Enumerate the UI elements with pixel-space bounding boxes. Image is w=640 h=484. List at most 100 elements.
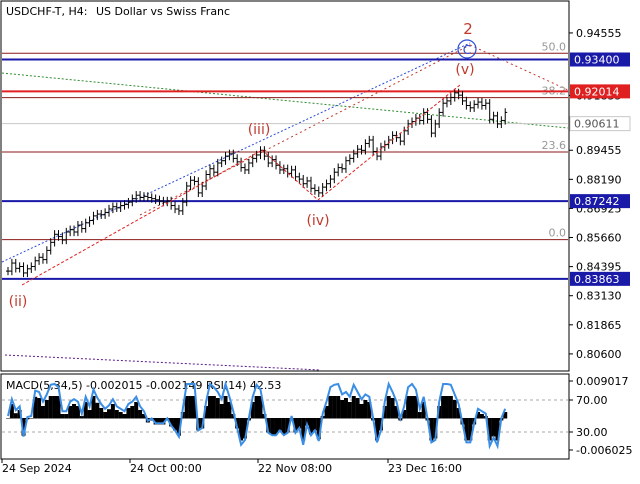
- macd-histogram-bar: [126, 408, 131, 419]
- macd-histogram-bar: [351, 396, 356, 419]
- macd-histogram-bar: [68, 406, 73, 419]
- wave-connector: [21, 84, 461, 286]
- wave-c-circle: [457, 39, 477, 59]
- level-price-tag-label: 0.92014: [574, 85, 620, 98]
- macd-histogram-bar: [336, 396, 341, 419]
- macd-histogram-bar: [328, 396, 333, 419]
- macd-histogram-bar: [456, 408, 461, 419]
- macd-histogram-bar: [375, 418, 380, 441]
- macd-histogram-bar: [188, 396, 193, 419]
- macd-histogram-bar: [437, 406, 442, 419]
- macd-histogram-bar: [258, 396, 263, 419]
- price-tick-label: 0.84395: [576, 261, 622, 274]
- time-tick-label: 24 Oct 00:00: [130, 462, 202, 475]
- macd-histogram-bar: [340, 400, 345, 419]
- macd-histogram-bar: [235, 418, 240, 429]
- macd-histogram-bar: [37, 398, 42, 419]
- macd-histogram-bar: [476, 412, 481, 419]
- level-price-tag-label: 0.87242: [574, 195, 620, 208]
- macd-histogram-bar: [52, 396, 57, 419]
- macd-histogram-bar: [134, 402, 139, 419]
- time-tick-label: 23 Dec 16:00: [388, 462, 462, 475]
- macd-histogram-bar: [386, 396, 391, 419]
- macd-histogram-bar: [48, 396, 53, 419]
- level-price-tag-label: 0.93400: [574, 54, 620, 67]
- macd-histogram-bar: [223, 396, 228, 419]
- macd-histogram-bar: [33, 396, 38, 419]
- macd-histogram-bar: [281, 418, 286, 435]
- macd-histogram-bar: [138, 410, 143, 419]
- macd-histogram-bar: [491, 418, 496, 437]
- fib-level-label: 0.0: [549, 227, 567, 240]
- price-tick-label: 0.85660: [576, 232, 622, 245]
- macd-histogram-bar: [103, 412, 108, 419]
- wave-label: (iii): [248, 122, 271, 138]
- current-price-tag: [569, 116, 631, 132]
- macd-histogram-bar: [95, 402, 100, 419]
- indicator-panel-frame: [0, 373, 570, 460]
- macd-histogram-bar: [355, 398, 360, 419]
- macd-histogram-bar: [215, 398, 220, 419]
- macd-histogram-bar: [332, 396, 337, 419]
- macd-histogram-bar: [72, 404, 77, 419]
- macd-histogram-bar: [161, 418, 166, 425]
- macd-histogram-bar: [192, 396, 197, 419]
- purple-trendline: [4, 354, 321, 371]
- macd-histogram-bar: [157, 418, 162, 425]
- macd-histogram-bar: [219, 404, 224, 419]
- macd-histogram-bar: [468, 418, 473, 441]
- macd-histogram-bar: [274, 418, 279, 435]
- macd-histogram-bar: [91, 396, 96, 419]
- macd-histogram-bar: [87, 410, 92, 419]
- level-price-tag: [570, 84, 630, 99]
- wave-label: 2: [463, 20, 473, 38]
- price-tick-label: 0.89455: [576, 144, 622, 157]
- chart-header: USDCHF-T, H4: US Dollar vs Swiss Franc: [6, 5, 230, 18]
- wave-label: (v): [455, 62, 474, 78]
- macd-histogram-bar: [29, 418, 34, 419]
- macd-histogram-bar: [13, 413, 18, 419]
- price-tick-label: 0.83130: [576, 290, 622, 303]
- rsi-line: [7, 380, 507, 450]
- macd-histogram-bar: [394, 406, 399, 419]
- fib-level-label: 23.6: [542, 139, 567, 152]
- macd-histogram-bar: [227, 402, 232, 419]
- macd-histogram-bar: [40, 406, 45, 419]
- indicator-label: MACD(5,34,5) -0.002015 -0.002149 RSI(14)…: [6, 379, 281, 392]
- macd-histogram-bar: [312, 418, 317, 431]
- macd-histogram-bar: [429, 418, 434, 441]
- macd-histogram-bar: [107, 409, 111, 419]
- level-price-tag: [570, 52, 630, 67]
- fib-level-label: 50.0: [542, 40, 567, 53]
- macd-histogram-bar: [204, 406, 209, 419]
- macd-histogram-bar: [169, 418, 174, 427]
- price-tick-label: 0.94555: [576, 27, 622, 40]
- level-price-tag: [570, 194, 630, 209]
- indicator-tick-label: 70.00: [576, 394, 608, 407]
- macd-histogram-bar: [452, 400, 457, 419]
- wave-label: C: [463, 43, 471, 57]
- macd-histogram-bar: [270, 418, 275, 435]
- symbol-label: USDCHF-T, H4:: [6, 5, 87, 18]
- time-tick-label: 24 Sep 2024: [2, 462, 72, 475]
- macd-histogram-bar: [9, 404, 14, 419]
- macd-histogram-bar: [110, 404, 115, 419]
- macd-histogram-bar: [382, 406, 387, 419]
- macd-histogram-bar: [297, 418, 302, 429]
- macd-histogram-bar: [390, 398, 395, 419]
- macd-histogram-bar: [433, 418, 438, 439]
- macd-histogram-bar: [208, 396, 212, 419]
- macd-histogram-bar: [495, 418, 500, 441]
- time-tick-label: 22 Nov 08:00: [258, 462, 332, 475]
- macd-histogram-bar: [479, 414, 484, 419]
- macd-histogram-bar: [343, 398, 348, 419]
- macd-histogram-bar: [406, 396, 411, 419]
- macd-histogram-bar: [402, 410, 407, 419]
- macd-histogram-bar: [6, 418, 10, 419]
- red-dotted-arc: [139, 44, 471, 216]
- macd-histogram-bar: [242, 418, 247, 439]
- macd-histogram-bar: [75, 406, 80, 419]
- price-tick-label: 0.81865: [576, 319, 622, 332]
- macd-histogram-bar: [239, 418, 244, 441]
